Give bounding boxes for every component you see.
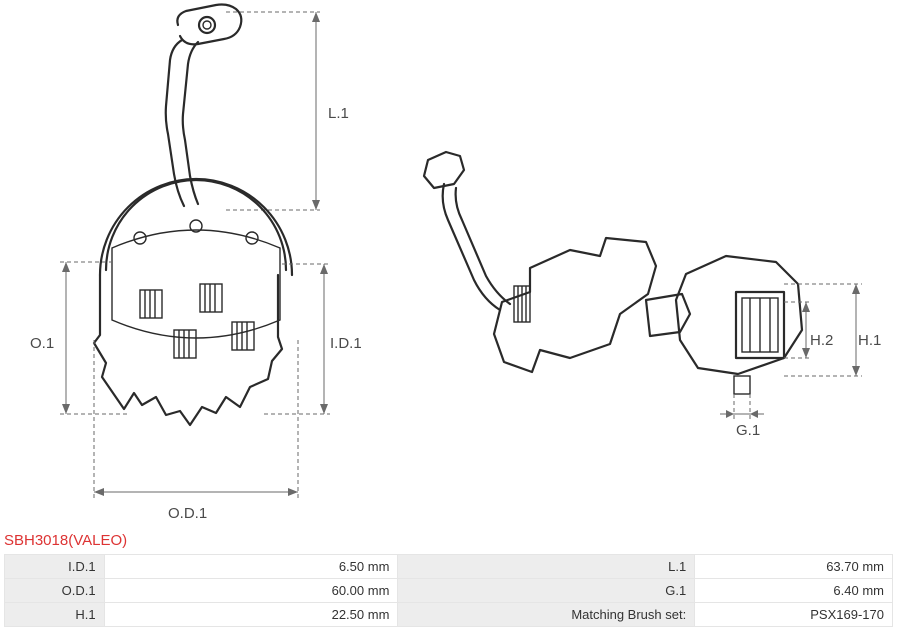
table-row: I.D.1 6.50 mm L.1 63.70 mm	[5, 555, 893, 579]
label-h2: H.2	[810, 332, 833, 349]
label-id1: I.D.1	[330, 335, 362, 352]
spec-table: I.D.1 6.50 mm L.1 63.70 mm O.D.1 60.00 m…	[4, 554, 893, 627]
part-code: SBH3018(VALEO)	[4, 532, 127, 549]
cell-value: 6.50 mm	[104, 555, 398, 579]
cell-label: I.D.1	[5, 555, 105, 579]
table-row: O.D.1 60.00 mm G.1 6.40 mm	[5, 579, 893, 603]
left-drawing	[0, 0, 400, 530]
label-od1: O.D.1	[168, 505, 207, 522]
cell-label: G.1	[398, 579, 695, 603]
cell-label: L.1	[398, 555, 695, 579]
label-g1: G.1	[736, 422, 760, 439]
cell-label: Matching Brush set:	[398, 603, 695, 627]
cell-value: 63.70 mm	[695, 555, 893, 579]
label-l1: L.1	[328, 105, 349, 122]
cell-value: PSX169-170	[695, 603, 893, 627]
label-o1: O.1	[30, 335, 54, 352]
cell-value: 22.50 mm	[104, 603, 398, 627]
diagram-area: L.1 O.1 I.D.1 O.D.1 H.1 H.2 G.1	[0, 0, 897, 530]
cell-label: O.D.1	[5, 579, 105, 603]
table-row: H.1 22.50 mm Matching Brush set: PSX169-…	[5, 603, 893, 627]
cell-value: 6.40 mm	[695, 579, 893, 603]
right-drawing	[390, 80, 897, 540]
cell-value: 60.00 mm	[104, 579, 398, 603]
cell-label: H.1	[5, 603, 105, 627]
label-h1: H.1	[858, 332, 881, 349]
